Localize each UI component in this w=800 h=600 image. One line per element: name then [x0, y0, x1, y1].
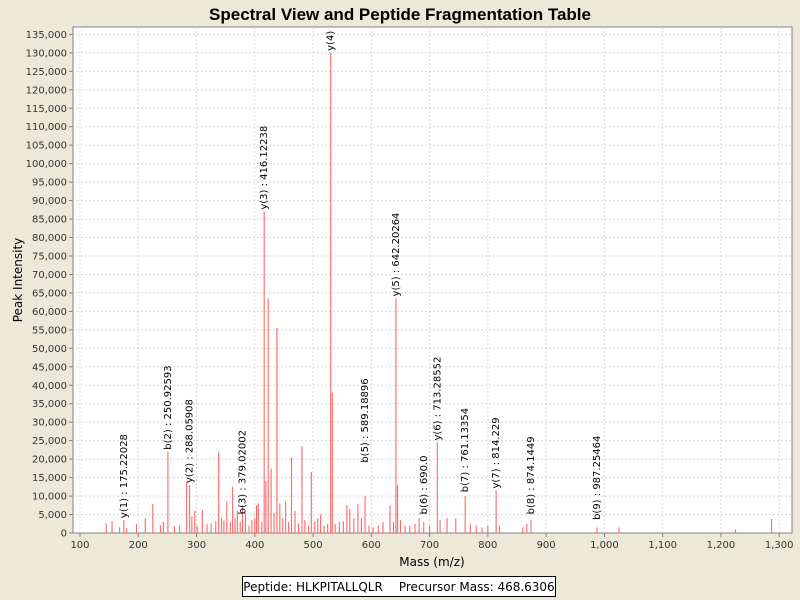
peak-annotation-label: b(9) : 987.25464 — [592, 436, 603, 520]
peak-annotation-label: y(6) : 713.28552 — [432, 357, 443, 441]
y-tick-label: 100,000 — [26, 159, 67, 170]
peak-annotation-label: b(3) : 379.02002 — [238, 430, 249, 514]
peak-annotation-label: b(6) : 690.0 — [419, 456, 430, 515]
peak-annotation-label: b(5) : 589.18896 — [360, 378, 371, 462]
y-tick-label: 135,000 — [26, 30, 67, 41]
x-tick-label: 1,300 — [765, 540, 794, 551]
y-tick-label: 20,000 — [32, 455, 67, 466]
x-axis-label: Mass (m/z) — [399, 555, 464, 569]
x-tick-label: 1,100 — [648, 540, 677, 551]
peak-annotations: y(1) : 175.22028 b(2) : 250.92593 y(2) : 2… — [119, 31, 603, 520]
peak-series — [105, 52, 773, 533]
x-tick-label: 900 — [537, 540, 556, 551]
peak-annotation-label: b(7) : 761.13354 — [460, 408, 471, 492]
x-tick-label: 100 — [70, 540, 89, 551]
x-tick-label: 600 — [362, 540, 381, 551]
grid-lines — [73, 27, 792, 533]
x-tick-label: 1,200 — [707, 540, 736, 551]
y-tick-label: 5,000 — [38, 510, 67, 521]
y-tick-label: 75,000 — [32, 251, 67, 262]
y-tick-label: 110,000 — [26, 122, 67, 133]
y-tick-label: 95,000 — [32, 178, 67, 189]
y-tick-label: 60,000 — [32, 307, 67, 318]
peak-annotation-label: y(7) : 814.229 — [491, 417, 502, 488]
peak-annotation-label: b(8) : 874.1449 — [526, 436, 537, 514]
peak-annotation-label: y(4) — [326, 31, 337, 51]
peptide-legend: Peptide: HLKPITALLQLR Precursor Mass: 46… — [242, 576, 556, 597]
peak-annotation-label: y(3) : 416.12238 — [259, 126, 270, 210]
x-tick-label: 700 — [420, 540, 439, 551]
y-tick-label: 125,000 — [26, 67, 67, 78]
y-tick-label: 70,000 — [32, 270, 67, 281]
y-tick-label: 15,000 — [32, 473, 67, 484]
y-tick-label: 30,000 — [32, 418, 67, 429]
x-tick-label: 400 — [245, 540, 264, 551]
y-tick-label: 10,000 — [32, 492, 67, 503]
x-tick-label: 200 — [129, 540, 148, 551]
y-axis-ticks: 0 5,000 10,000 15,000 20,000 25,000 30,000 35,0… — [26, 30, 73, 540]
y-tick-label: 120,000 — [26, 85, 67, 96]
y-tick-label: 0 — [61, 529, 67, 540]
y-axis-label: Peak Intensity — [11, 238, 25, 323]
peak-annotation-label: y(2) : 288.05908 — [185, 399, 196, 483]
y-tick-label: 45,000 — [32, 362, 67, 373]
peptide-label: Peptide: HLKPITALLQLR — [243, 579, 383, 594]
y-tick-label: 105,000 — [26, 141, 67, 152]
peak-annotation-label: y(1) : 175.22028 — [119, 434, 130, 518]
precursor-mass-label: Precursor Mass: 468.6306 — [398, 579, 555, 594]
y-tick-label: 25,000 — [32, 436, 67, 447]
plot-area — [72, 26, 793, 534]
x-axis-ticks: 100 200 300 400 500 600 700 800 900 1,000 1,100 1,2… — [70, 533, 794, 551]
y-tick-label: 35,000 — [32, 399, 67, 410]
y-tick-label: 80,000 — [32, 233, 67, 244]
y-tick-label: 115,000 — [26, 104, 67, 115]
x-tick-label: 300 — [187, 540, 206, 551]
peak-annotation-label: y(5) : 642.20264 — [391, 213, 402, 297]
chart-title: Spectral View and Peptide Fragmentation … — [209, 5, 591, 24]
y-tick-label: 130,000 — [26, 48, 67, 59]
peak-annotation-label: b(2) : 250.92593 — [163, 365, 174, 449]
x-tick-label: 500 — [304, 540, 323, 551]
y-tick-label: 65,000 — [32, 288, 67, 299]
y-tick-label: 85,000 — [32, 215, 67, 226]
y-tick-label: 90,000 — [32, 196, 67, 207]
y-tick-label: 55,000 — [32, 325, 67, 336]
x-tick-label: 800 — [478, 540, 497, 551]
x-tick-label: 1,000 — [590, 540, 619, 551]
y-tick-label: 40,000 — [32, 381, 67, 392]
y-tick-label: 50,000 — [32, 344, 67, 355]
